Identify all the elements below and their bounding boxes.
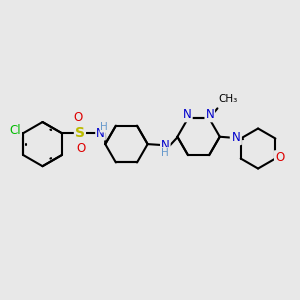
Text: O: O [275, 151, 284, 164]
Text: O: O [77, 142, 86, 155]
Text: N: N [231, 132, 239, 145]
Text: H: H [100, 122, 108, 132]
Text: N: N [96, 127, 105, 140]
Text: O: O [74, 111, 83, 124]
Text: N: N [232, 131, 241, 144]
Text: H: H [161, 148, 169, 158]
Text: N: N [206, 108, 214, 122]
Text: Cl: Cl [9, 124, 21, 136]
Text: S: S [75, 126, 85, 140]
Text: CH₃: CH₃ [219, 94, 238, 104]
Text: N: N [183, 108, 192, 122]
Text: N: N [161, 139, 170, 152]
